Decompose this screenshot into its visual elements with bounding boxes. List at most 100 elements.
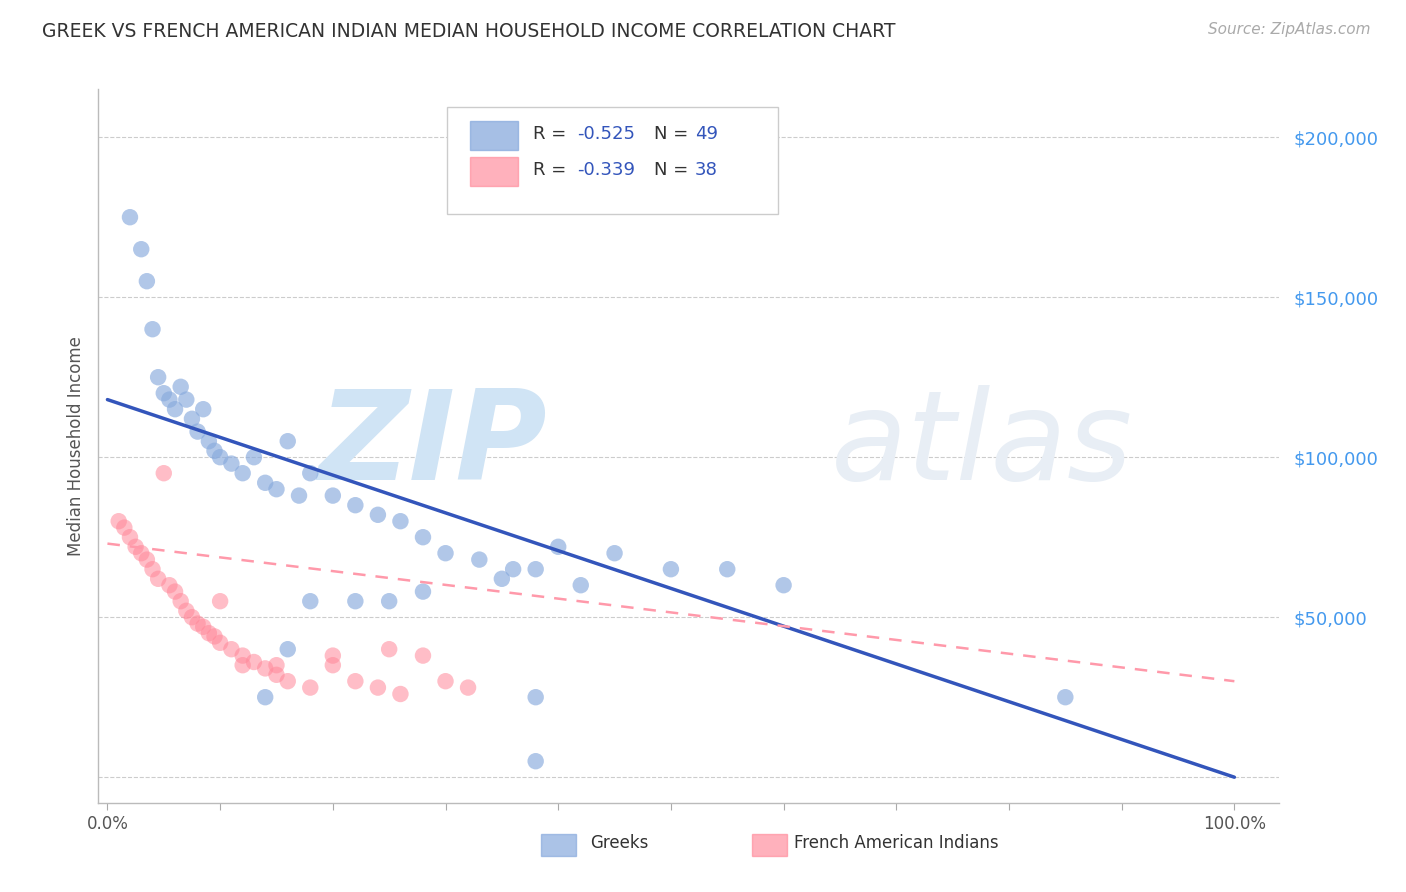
Point: [378, 642, 401, 657]
Point: [288, 489, 311, 503]
Point: [254, 661, 277, 675]
Point: [277, 674, 299, 689]
Point: [772, 578, 794, 592]
Point: [146, 572, 169, 586]
Point: [603, 546, 626, 560]
Point: [170, 380, 193, 394]
Point: [367, 508, 389, 522]
Bar: [471, 157, 517, 186]
Point: [412, 648, 434, 663]
Point: [344, 674, 367, 689]
Point: [181, 610, 204, 624]
Point: [659, 562, 682, 576]
Point: [193, 402, 215, 417]
Text: Greeks: Greeks: [591, 834, 650, 852]
Point: [152, 466, 174, 480]
Point: [193, 620, 215, 634]
Point: [457, 681, 479, 695]
Point: [112, 520, 135, 534]
Text: R =: R =: [533, 125, 572, 143]
Point: [569, 578, 592, 592]
Point: [367, 681, 389, 695]
Text: N =: N =: [654, 125, 693, 143]
Point: [243, 450, 266, 465]
Point: [524, 562, 547, 576]
Text: ZIP: ZIP: [319, 385, 547, 507]
Point: [187, 616, 209, 631]
Point: [118, 530, 141, 544]
Text: GREEK VS FRENCH AMERICAN INDIAN MEDIAN HOUSEHOLD INCOME CORRELATION CHART: GREEK VS FRENCH AMERICAN INDIAN MEDIAN H…: [42, 22, 896, 41]
Point: [204, 443, 226, 458]
Point: [198, 434, 221, 449]
Text: R =: R =: [533, 161, 572, 178]
Point: [176, 392, 198, 407]
Bar: [471, 121, 517, 150]
Point: [232, 648, 254, 663]
Point: [124, 540, 146, 554]
Point: [129, 546, 152, 560]
Text: 38: 38: [695, 161, 717, 178]
Point: [243, 655, 266, 669]
Point: [141, 562, 163, 576]
Point: [209, 636, 232, 650]
Point: [107, 514, 129, 528]
Point: [344, 498, 367, 512]
Text: French American Indians: French American Indians: [794, 834, 1000, 852]
Point: [135, 274, 157, 288]
Point: [181, 412, 204, 426]
Point: [299, 594, 322, 608]
Point: [198, 626, 221, 640]
Point: [232, 466, 254, 480]
Point: [209, 450, 232, 465]
Point: [277, 642, 299, 657]
Point: [204, 629, 226, 643]
Point: [146, 370, 169, 384]
Point: [299, 681, 322, 695]
Point: [129, 242, 152, 256]
Point: [1054, 690, 1077, 705]
FancyBboxPatch shape: [447, 107, 778, 214]
Point: [165, 584, 187, 599]
Point: [412, 530, 434, 544]
Text: -0.339: -0.339: [576, 161, 634, 178]
Point: [524, 690, 547, 705]
Point: [152, 386, 174, 401]
Point: [266, 668, 288, 682]
Y-axis label: Median Household Income: Median Household Income: [66, 336, 84, 556]
Point: [299, 466, 322, 480]
Point: [176, 604, 198, 618]
Text: Source: ZipAtlas.com: Source: ZipAtlas.com: [1208, 22, 1371, 37]
Point: [266, 658, 288, 673]
Point: [434, 674, 457, 689]
Point: [468, 552, 491, 566]
Point: [491, 572, 513, 586]
Point: [157, 392, 180, 407]
Text: atlas: atlas: [831, 385, 1133, 507]
Point: [254, 475, 277, 490]
Point: [221, 642, 243, 657]
Point: [502, 562, 524, 576]
Point: [344, 594, 367, 608]
Point: [412, 584, 434, 599]
Point: [221, 457, 243, 471]
Point: [547, 540, 569, 554]
Point: [266, 482, 288, 496]
Point: [254, 690, 277, 705]
Point: [322, 489, 344, 503]
Point: [524, 754, 547, 768]
Point: [389, 514, 412, 528]
Text: -0.525: -0.525: [576, 125, 634, 143]
Point: [187, 425, 209, 439]
Point: [389, 687, 412, 701]
Point: [141, 322, 163, 336]
Point: [209, 594, 232, 608]
Point: [135, 552, 157, 566]
Point: [434, 546, 457, 560]
Point: [322, 658, 344, 673]
Point: [232, 658, 254, 673]
Point: [170, 594, 193, 608]
Point: [277, 434, 299, 449]
Point: [165, 402, 187, 417]
Point: [322, 648, 344, 663]
Point: [157, 578, 180, 592]
